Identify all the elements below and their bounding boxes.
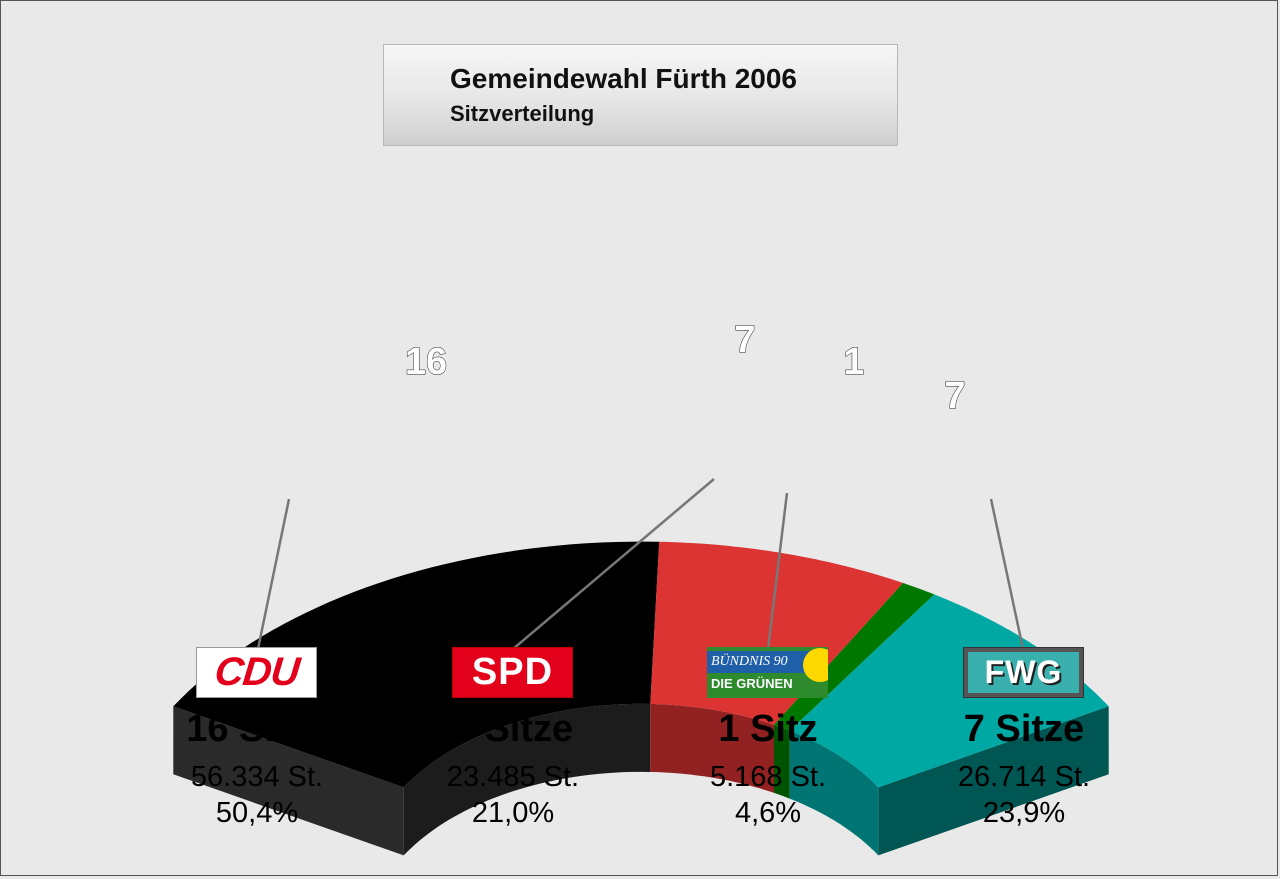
sunflower-icon [806,651,828,679]
cdu-percent: 50,4% [215,797,299,829]
fwg-logo-text: FWG [968,652,1079,693]
cdu-segment [173,541,660,788]
fwg-end-cap [878,706,1109,856]
gruene-inner-wall [774,724,790,799]
cdu-logo-icon: CDU [196,647,317,698]
cdu-end-cap [173,706,404,856]
spd-seats: 7 Sitze [452,708,574,750]
fwg-votes: 26.714 St. [957,761,1091,793]
cdu-segment-label: 16 [405,341,447,383]
gruene-votes: 5.168 St. [709,761,827,793]
spd-logo-text: SPD [471,651,554,693]
gruene-segment-label: 1 [843,341,864,383]
fwg-seats: 7 Sitze [963,708,1085,750]
cdu-logo-text: CDU [212,650,301,694]
fwg-segment-label: 7 [944,375,965,417]
spd-votes: 23.485 St. [446,761,580,793]
chart-title: Gemeindewahl Fürth 2006 [450,63,797,94]
spd-leader-line [512,478,715,650]
fwg-segment [789,594,1109,788]
spd-logo-icon: SPD [452,647,573,698]
spd-inner-wall [650,704,774,793]
title-box: Gemeindewahl Fürth 2006 Sitzverteilung [383,44,898,146]
fwg-inner-wall [789,730,879,856]
gruene-logo-line1: BÜNDNIS 90 [707,650,828,673]
spd-percent: 21,0% [471,797,555,829]
cdu-inner-wall [403,703,651,856]
gruene-seats: 1 Sitz [718,708,818,750]
cdu-leader-line [256,498,291,650]
gruene-percent: 4,6% [734,797,802,829]
gruene-sunflower-logo-icon: BÜNDNIS 90 DIE GRÜNEN [707,647,828,698]
chart-subtitle: Sitzverteilung [450,101,595,126]
fwg-percent: 23,9% [982,797,1066,829]
fwg-logo-icon: FWG [963,647,1084,698]
cdu-votes: 56.334 St. [190,761,324,793]
gruene-leader-line [766,492,789,650]
cdu-seats: 16 Sitze [186,708,328,750]
fwg-leader-line [989,498,1025,650]
gruene-logo-line2: DIE GRÜNEN [711,675,793,691]
spd-segment-label: 7 [734,319,755,361]
